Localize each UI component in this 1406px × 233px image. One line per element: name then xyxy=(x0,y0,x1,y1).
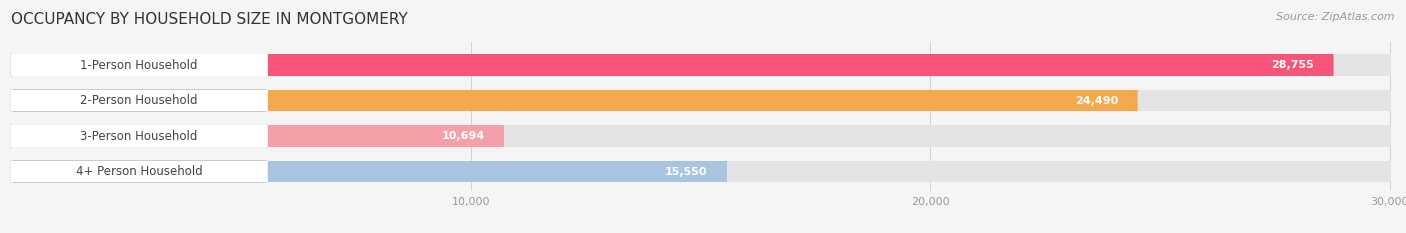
Bar xyxy=(11,125,267,147)
Bar xyxy=(11,54,1333,76)
Bar xyxy=(11,161,725,182)
Bar xyxy=(11,160,267,183)
Bar xyxy=(11,90,1136,111)
Bar xyxy=(11,54,1389,76)
Bar xyxy=(11,161,267,182)
Bar xyxy=(11,125,267,147)
Text: 10,694: 10,694 xyxy=(441,131,485,141)
Text: 4+ Person Household: 4+ Person Household xyxy=(76,165,202,178)
Bar xyxy=(11,125,267,147)
Bar xyxy=(11,90,267,111)
Bar xyxy=(11,54,267,76)
Bar xyxy=(11,161,267,182)
Bar xyxy=(11,125,1389,147)
Text: 24,490: 24,490 xyxy=(1076,96,1118,106)
Text: Source: ZipAtlas.com: Source: ZipAtlas.com xyxy=(1277,12,1395,22)
Bar xyxy=(11,90,1389,111)
Bar xyxy=(11,125,503,147)
Text: 28,755: 28,755 xyxy=(1271,60,1315,70)
Bar xyxy=(11,90,267,111)
Text: 3-Person Household: 3-Person Household xyxy=(80,130,198,143)
Text: OCCUPANCY BY HOUSEHOLD SIZE IN MONTGOMERY: OCCUPANCY BY HOUSEHOLD SIZE IN MONTGOMER… xyxy=(11,12,408,27)
Bar xyxy=(11,54,267,76)
Text: 2-Person Household: 2-Person Household xyxy=(80,94,198,107)
Bar xyxy=(11,89,267,112)
Bar xyxy=(11,161,1389,182)
Text: 15,550: 15,550 xyxy=(665,167,707,177)
Bar xyxy=(11,54,267,76)
Text: 1-Person Household: 1-Person Household xyxy=(80,58,198,72)
